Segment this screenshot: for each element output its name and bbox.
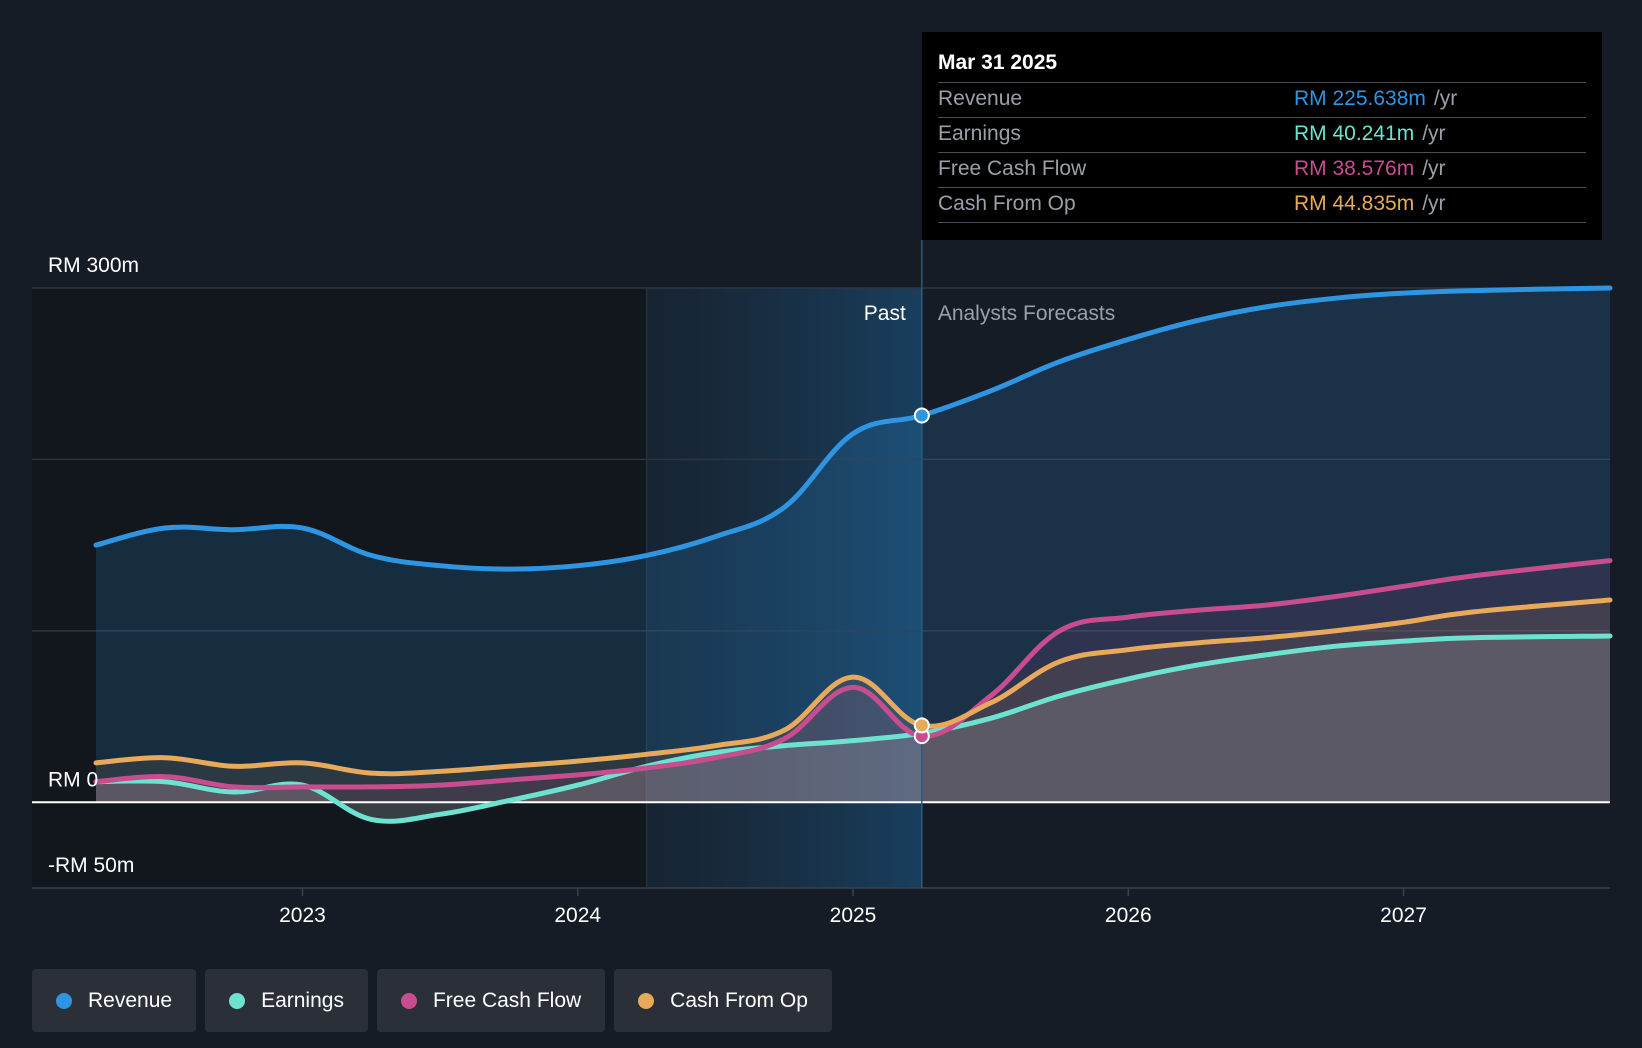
legend-label: Earnings	[261, 988, 344, 1012]
legend-item-earnings[interactable]: Earnings	[205, 969, 368, 1032]
chart-plot: RM 300m RM 0 -RM 50m 2023 2024 2025 2026 2027 Pa…	[32, 240, 1613, 927]
x-tick-label: 2024	[554, 904, 601, 927]
tooltip-row-earnings: Earnings RM 40.241m /yr	[938, 118, 1586, 153]
x-tick-label: 2023	[279, 904, 326, 927]
line-free-cash-flow	[93, 558, 1613, 791]
tooltip-row-value: RM 40.241m	[1294, 122, 1415, 145]
series-lines	[32, 240, 1613, 888]
legend-label: Cash From Op	[670, 988, 808, 1012]
area-earnings	[96, 636, 1610, 822]
legend: Revenue Earnings Free Cash Flow Cash Fro…	[32, 969, 832, 1032]
forecast-label: Analysts Forecasts	[938, 302, 1115, 325]
legend-dot-icon	[56, 992, 72, 1009]
tooltip-row-label: Earnings	[938, 122, 1021, 145]
tooltip-row-value: RM 44.835m	[1294, 192, 1415, 215]
tooltip-row-unit: /yr	[1422, 192, 1446, 215]
tooltip-row-label: Free Cash Flow	[938, 157, 1087, 180]
past-label: Past	[864, 302, 906, 325]
tooltip-row-unit: /yr	[1422, 157, 1446, 180]
legend-dot-icon	[400, 992, 417, 1009]
tooltip-row-unit: /yr	[1433, 87, 1458, 110]
y-tick-label: RM 300m	[48, 254, 139, 277]
legend-dot-icon	[229, 992, 246, 1009]
tooltip-row-free-cash-flow: Free Cash Flow RM 38.576m /yr	[938, 153, 1586, 188]
legend-item-free-cash-flow[interactable]: Free Cash Flow	[376, 969, 606, 1032]
area-cash-from-op	[96, 600, 1610, 803]
series-areas	[96, 288, 1610, 822]
x-tick-label: 2027	[1380, 904, 1427, 927]
tooltip-row-label: Cash From Op	[938, 192, 1076, 215]
x-tick-label: 2026	[1105, 904, 1152, 927]
tooltip-row-value: RM 225.638m	[1294, 87, 1426, 110]
area-free-cash-flow	[96, 560, 1610, 803]
axis-labels: RM 300m RM 0 -RM 50m 2023 2024 2025 2026 2027 Pa…	[48, 254, 1427, 927]
tooltip-row-unit: /yr	[1422, 122, 1446, 145]
area-revenue	[96, 288, 1610, 803]
tooltip-row-value: RM 38.576m	[1294, 157, 1415, 180]
legend-item-cash-from-op[interactable]: Cash From Op	[614, 969, 832, 1032]
x-tick-label: 2025	[830, 904, 877, 927]
legend-label: Free Cash Flow	[432, 988, 582, 1012]
past-shade-region	[646, 288, 922, 888]
marker-revenue	[913, 407, 930, 424]
marker-cash-from-op	[913, 717, 930, 734]
tooltip-row-cash-from-op: Cash From Op RM 44.835m /yr	[938, 188, 1586, 223]
tooltip-markers	[913, 407, 930, 745]
line-cash-from-op	[93, 597, 1613, 777]
tooltip-date: Mar 31 2025	[938, 46, 1586, 83]
y-tick-label: -RM 50m	[48, 854, 134, 877]
y-tick-label: RM 0	[48, 768, 98, 791]
tooltip-row-label: Revenue	[938, 87, 1023, 110]
tooltip-panel: Mar 31 2025 Revenue RM 225.638m /yr Earn…	[922, 32, 1602, 240]
tooltip-row-revenue: Revenue RM 225.638m /yr	[938, 83, 1586, 118]
line-earnings	[93, 633, 1613, 824]
line-revenue	[93, 285, 1613, 572]
legend-dot-icon	[638, 992, 655, 1009]
legend-label: Revenue	[88, 988, 173, 1012]
legend-item-revenue[interactable]: Revenue	[32, 969, 197, 1032]
